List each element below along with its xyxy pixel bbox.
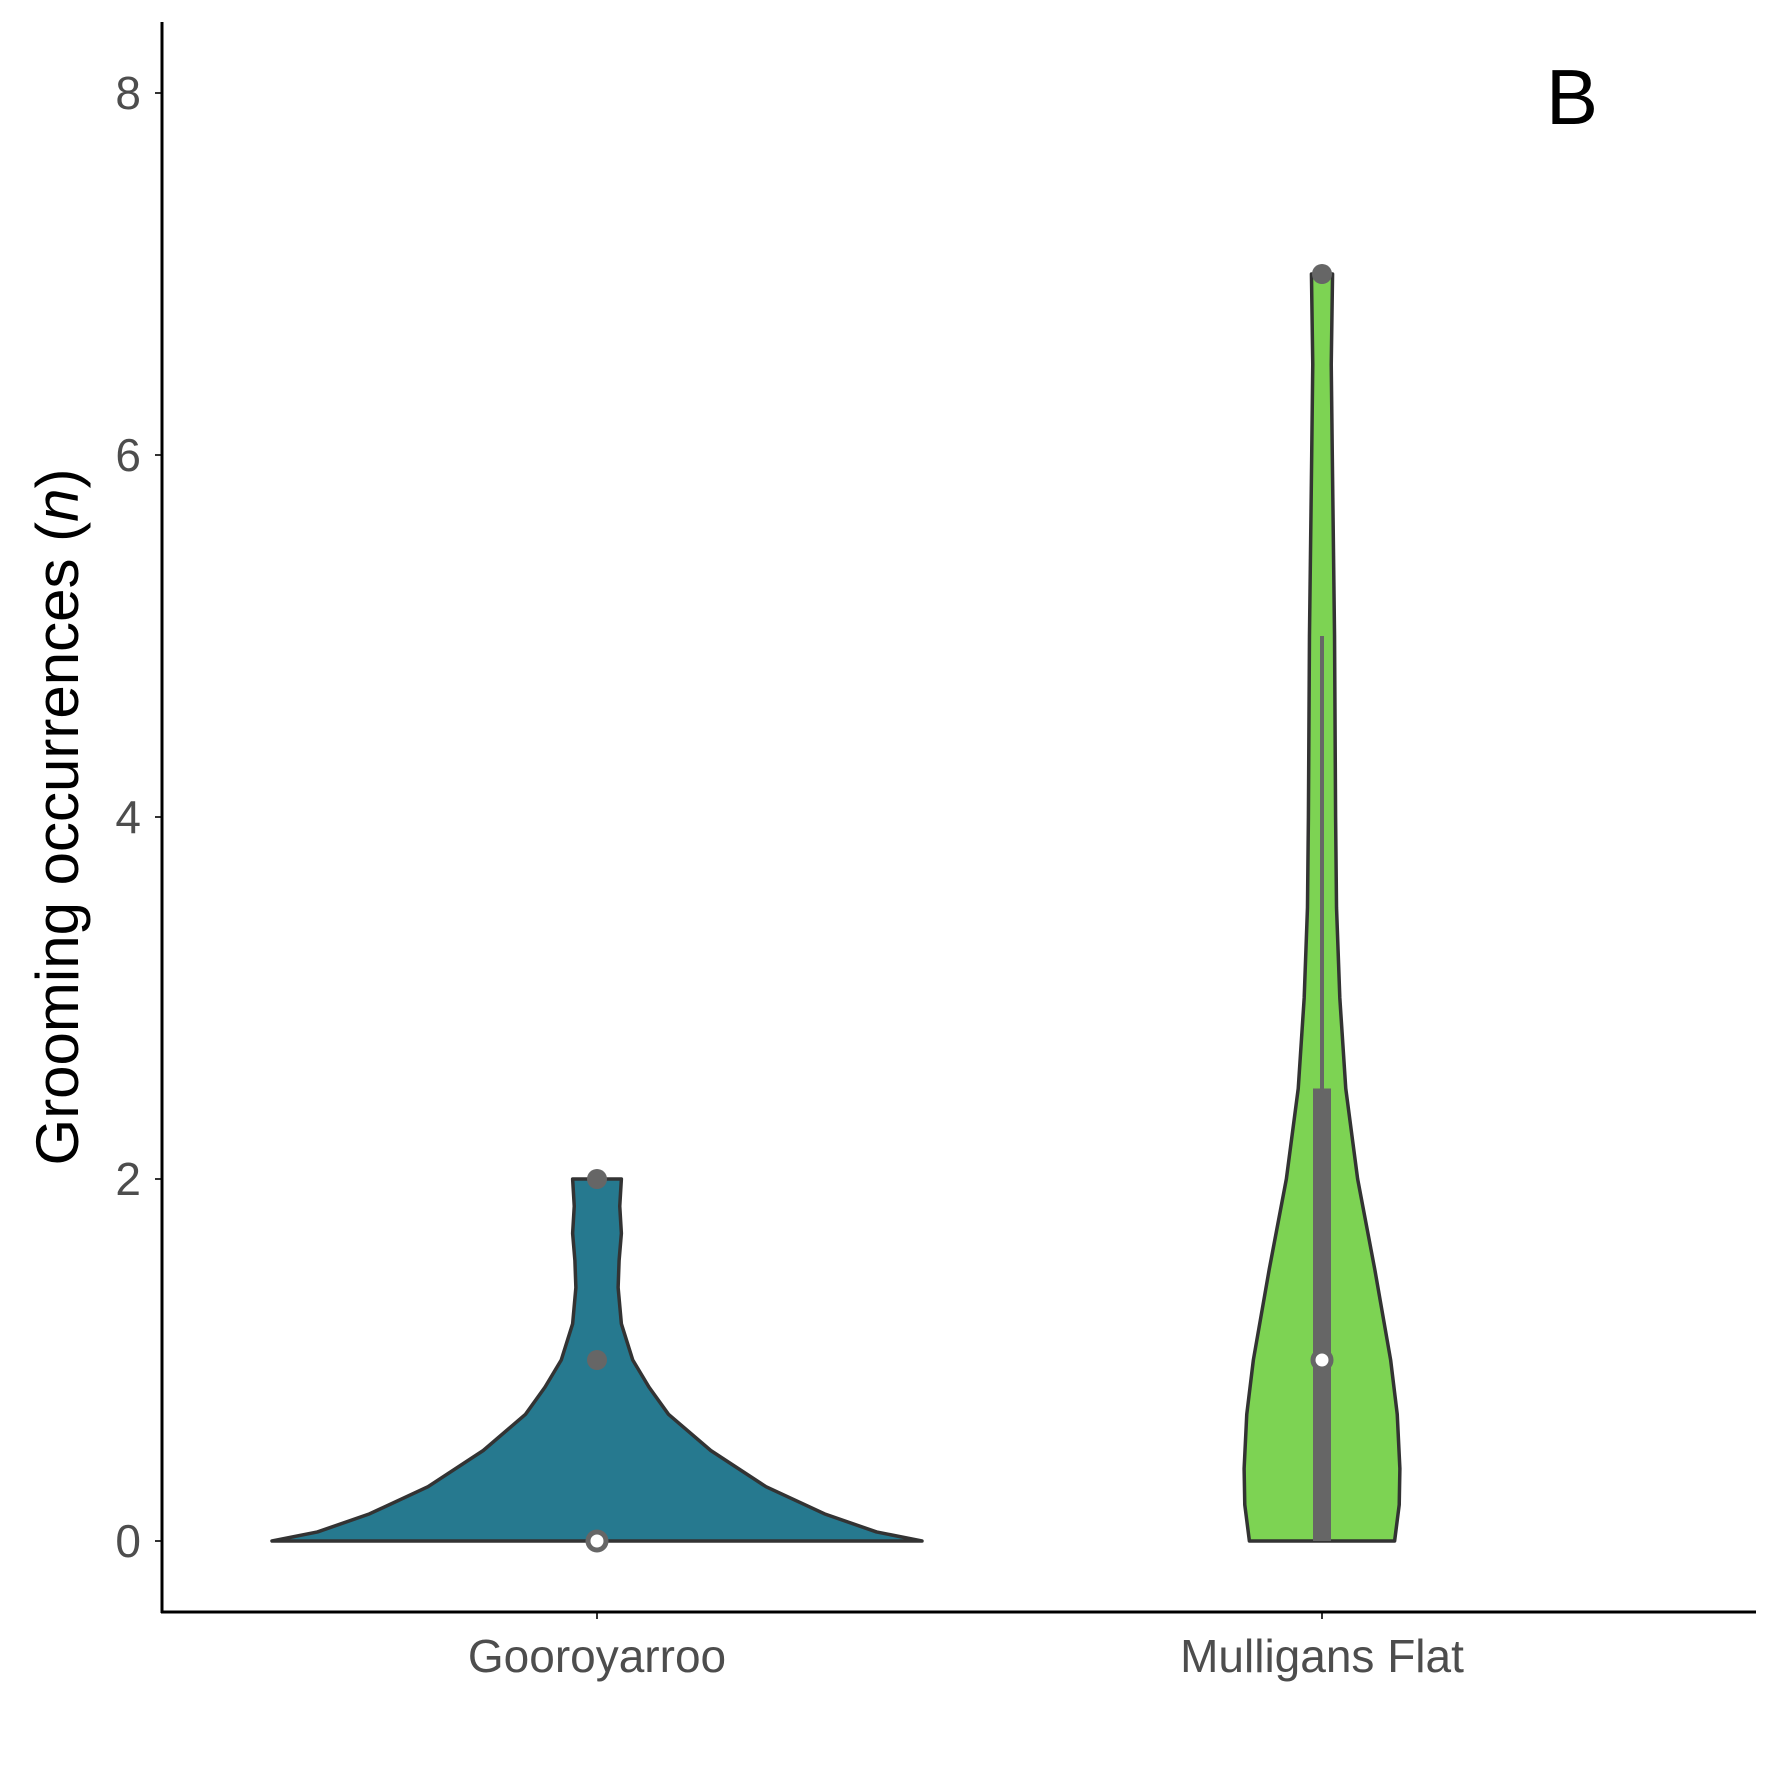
- y-tick-label-4: 4: [115, 791, 141, 843]
- x-tick-layer: Gooroyarroo Mulligans Flat: [468, 1612, 1464, 1682]
- points-layer: [585, 264, 1334, 1553]
- y-tick-label-2: 2: [115, 1153, 141, 1205]
- median-marker-1: [585, 1529, 609, 1553]
- y-tick-label-0: 0: [115, 1515, 141, 1567]
- x-tick-label-1: Gooroyarroo: [468, 1630, 726, 1682]
- data-point-2-1: [1312, 264, 1332, 284]
- panel-label: B: [1546, 53, 1598, 141]
- whisker-layer: [1313, 636, 1331, 1541]
- y-tick-label-8: 8: [115, 67, 141, 119]
- violin-layer: [270, 272, 1402, 1543]
- x-tick-label-2: Mulligans Flat: [1180, 1630, 1464, 1682]
- y-tick-layer: 0 2 4 6 8: [115, 67, 162, 1567]
- y-axis-title: Grooming occurrences (n): [24, 469, 91, 1166]
- median-marker-2: [1310, 1348, 1334, 1372]
- y-tick-label-6: 6: [115, 429, 141, 481]
- iqr-bar-2: [1313, 1088, 1331, 1541]
- data-point-1-2: [587, 1350, 607, 1370]
- data-point-1-3: [587, 1169, 607, 1189]
